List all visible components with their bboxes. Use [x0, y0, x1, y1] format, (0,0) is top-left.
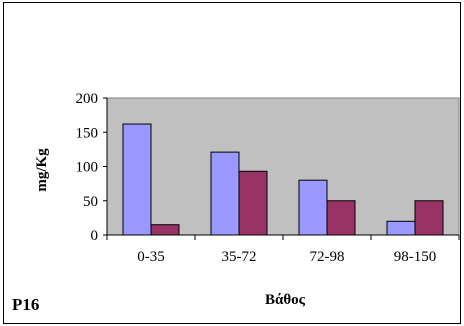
x-tick-label: 0-35	[137, 249, 165, 265]
y-tick-label: 150	[76, 125, 99, 141]
y-tick-label: 50	[83, 194, 98, 210]
bar-series2-0-35	[150, 224, 180, 236]
plot-area	[106, 97, 460, 236]
y-tick-label: 100	[76, 160, 99, 176]
bar-series2-35-72	[238, 170, 268, 236]
panel-label: P16	[12, 295, 40, 314]
bar-series2-98-150	[414, 200, 444, 236]
x-tick-label: 35-72	[222, 249, 257, 265]
bar-series1-0-35	[122, 123, 152, 236]
y-tick-label: 200	[76, 91, 99, 107]
chart-figure: 0-35 35-72 72-98 98-150 0 50 100 150 200 mg/Kg Β…	[3, 2, 461, 324]
bar-chart: 0-35 35-72 72-98 98-150 0 50 100 150 200 mg/Kg Β…	[34, 91, 460, 308]
y-tick-label: 0	[91, 228, 99, 244]
x-axis-label: Βάθος	[265, 292, 306, 308]
bar-series2-72-98	[326, 200, 356, 236]
bar-series1-35-72	[210, 151, 240, 236]
x-tick-label: 98-150	[394, 249, 437, 265]
y-axis-label: mg/Kg	[34, 148, 50, 192]
x-tick-label: 72-98	[310, 249, 345, 265]
bar-series1-98-150	[386, 220, 416, 236]
bar-series1-72-98	[298, 179, 328, 236]
